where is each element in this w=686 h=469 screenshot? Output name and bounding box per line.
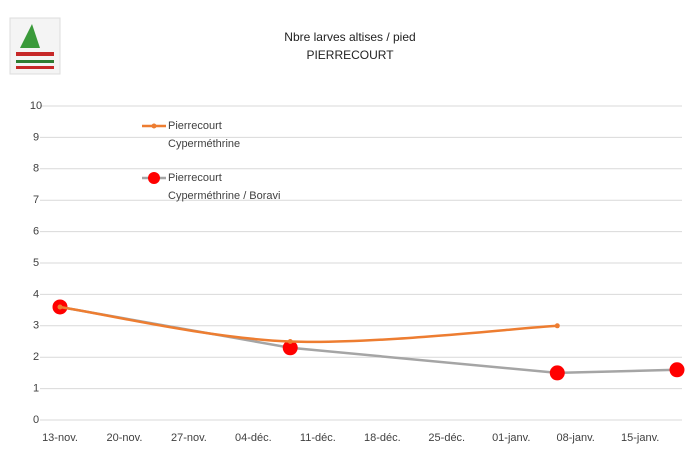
y-tick-label: 9	[33, 131, 39, 143]
x-tick-label: 20-nov.	[107, 432, 143, 444]
data-point	[549, 365, 565, 381]
data-point	[669, 362, 685, 378]
logo	[9, 17, 61, 75]
y-tick-label: 10	[30, 100, 42, 112]
x-tick-label: 04-déc.	[235, 432, 272, 444]
logo-bar	[16, 66, 54, 69]
x-tick-label: 11-déc.	[300, 432, 336, 444]
data-point	[57, 304, 63, 310]
legend-label: Pierrecourt Cyperméthrine	[168, 120, 240, 150]
legend-marker	[151, 123, 157, 129]
x-tick-label: 25-déc.	[428, 432, 465, 444]
x-tick-label: 01-janv.	[492, 432, 530, 444]
logo-shape	[20, 24, 40, 48]
y-tick-label: 8	[33, 163, 39, 175]
x-tick-label: 15-janv.	[621, 432, 659, 444]
y-tick-label: 0	[33, 414, 39, 426]
y-tick-label: 6	[33, 226, 39, 238]
x-tick-label: 08-janv.	[557, 432, 595, 444]
chart-title: Nbre larves altises / pied	[284, 30, 415, 44]
legend-label-line: Pierrecourt	[168, 120, 222, 132]
y-tick-label: 5	[33, 257, 39, 269]
logo-bar	[16, 52, 54, 56]
y-tick-label: 4	[33, 288, 39, 300]
legend-label-line: Cyperméthrine / Boravi	[168, 190, 281, 202]
data-point	[287, 339, 293, 344]
y-tick-label: 7	[33, 194, 39, 206]
legend-label-line: Pierrecourt	[168, 172, 222, 184]
data-point	[554, 323, 560, 329]
legend-marker	[148, 172, 160, 184]
y-tick-label: 3	[33, 320, 39, 332]
y-tick-label: 2	[33, 351, 39, 363]
chart-subtitle: PIERRECOURT	[306, 48, 394, 62]
x-tick-label: 27-nov.	[171, 432, 207, 444]
legend-label-line: Cyperméthrine	[168, 138, 240, 150]
x-tick-label: 13-nov.	[42, 432, 78, 444]
y-tick-label: 1	[33, 383, 39, 395]
x-tick-label: 18-déc.	[364, 432, 401, 444]
data-point	[282, 340, 298, 356]
logo-bar	[16, 60, 54, 63]
legend-label: Pierrecourt Cyperméthrine / Boravi	[168, 172, 281, 202]
